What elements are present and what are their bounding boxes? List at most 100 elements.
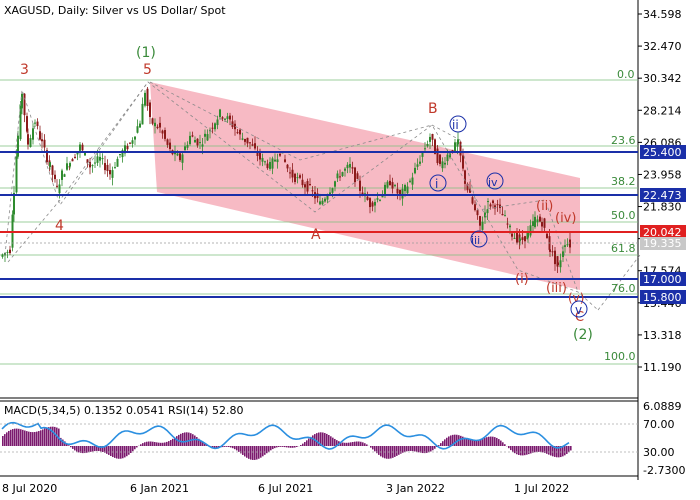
macd-bar — [552, 446, 554, 457]
candle-body — [487, 201, 489, 203]
candle-body — [554, 250, 556, 265]
candle-body — [556, 256, 559, 267]
candle-body — [411, 177, 414, 185]
candle-body — [219, 109, 221, 118]
candle-body — [279, 153, 281, 156]
candle-body — [104, 163, 106, 171]
macd-bar — [228, 446, 230, 448]
candle-body — [39, 131, 41, 140]
macd-bar — [30, 431, 32, 446]
macd-bar — [394, 446, 396, 457]
candle-body — [269, 161, 271, 169]
macd-bar — [430, 446, 432, 452]
macd-bar — [470, 439, 472, 446]
candle-body — [259, 151, 261, 160]
wave-labels: 3 4 5 B A (i) (ii) (iii) (iv) (v) (1) (2… — [20, 45, 593, 343]
candle-body — [56, 185, 58, 187]
macd-bar — [222, 446, 224, 448]
macd-bar — [414, 446, 416, 452]
wave-label: B — [428, 101, 438, 117]
time-label: 6 Jan 2021 — [130, 482, 189, 495]
candle-body — [429, 136, 431, 142]
price-axis-label: 28.214 — [643, 104, 682, 117]
macd-bar — [322, 432, 324, 446]
macd-bar — [280, 446, 282, 447]
macd-bar — [390, 446, 392, 459]
macd-bar — [308, 438, 310, 446]
macd-bar — [20, 429, 22, 446]
macd-bar — [296, 446, 298, 447]
macd-bar — [424, 446, 426, 454]
candle-body — [532, 221, 534, 226]
macd-bar — [428, 446, 430, 453]
candle-body — [58, 184, 61, 194]
macd-bar — [336, 440, 338, 446]
candle-body — [457, 139, 459, 145]
macd-bar — [502, 442, 504, 446]
candle-body — [244, 138, 246, 142]
macd-bar — [542, 446, 544, 453]
price-tag: 19.335 — [643, 237, 682, 250]
price-axis-label: 13.318 — [643, 329, 682, 342]
macd-bar — [262, 446, 264, 457]
macd-bar — [160, 442, 162, 446]
macd-bar — [36, 431, 38, 446]
candle-body — [1, 254, 4, 257]
candle-body — [311, 190, 314, 192]
candle-body — [204, 133, 206, 137]
candle-body — [246, 137, 249, 144]
macd-bar — [478, 439, 480, 446]
candle-body — [149, 102, 151, 117]
macd-bar — [128, 446, 130, 455]
candle-body — [13, 192, 15, 215]
macd-bar — [42, 429, 44, 446]
price-tag: 20.042 — [643, 226, 682, 239]
macd-bar — [438, 445, 440, 446]
macd-bar — [168, 441, 170, 446]
candle-body — [266, 163, 269, 169]
indicator-header: MACD(5,34,5) 0.1352 0.0541 RSI(14) 52.80 — [4, 404, 243, 417]
candle-body — [199, 142, 201, 144]
candle-body — [184, 146, 186, 151]
candle-body — [331, 188, 334, 193]
candle-body — [124, 145, 126, 154]
indicator-axis: 6.0889 70.00 30.00 -2.7300 — [643, 400, 685, 477]
macd-bar — [408, 446, 410, 452]
macd-bar — [334, 438, 336, 446]
macd-bar — [96, 446, 98, 451]
candle-body — [296, 177, 299, 179]
macd-bar — [106, 446, 108, 454]
macd-bar — [304, 442, 306, 446]
macd-bar — [450, 435, 452, 446]
macd-bar — [100, 446, 102, 452]
candle-body — [536, 219, 539, 223]
candle-body — [276, 159, 279, 163]
candle-body — [486, 209, 489, 214]
candle-body — [121, 150, 124, 158]
time-label: 8 Jul 2020 — [2, 482, 57, 495]
candle-body — [69, 163, 71, 167]
descending-channel — [150, 82, 580, 290]
macd-bar — [452, 434, 454, 446]
macd-bar — [10, 429, 12, 446]
macd-bar — [404, 446, 406, 452]
candle-body — [63, 174, 66, 177]
candle-body — [94, 162, 96, 164]
candle-body — [51, 165, 54, 175]
candle-body — [471, 197, 474, 204]
candle-body — [71, 159, 74, 162]
candle-body — [309, 184, 311, 186]
candle-body — [539, 216, 541, 222]
candle-body — [462, 155, 464, 169]
price-axis-label: 21.830 — [643, 201, 682, 214]
macd-bar — [482, 438, 484, 446]
candle-body — [74, 156, 76, 158]
candle-body — [181, 154, 184, 163]
macd-bar — [114, 446, 116, 458]
candle-body — [23, 93, 26, 116]
candle-body — [518, 234, 521, 243]
macd-bar — [440, 443, 442, 446]
macd-bar — [422, 446, 424, 454]
